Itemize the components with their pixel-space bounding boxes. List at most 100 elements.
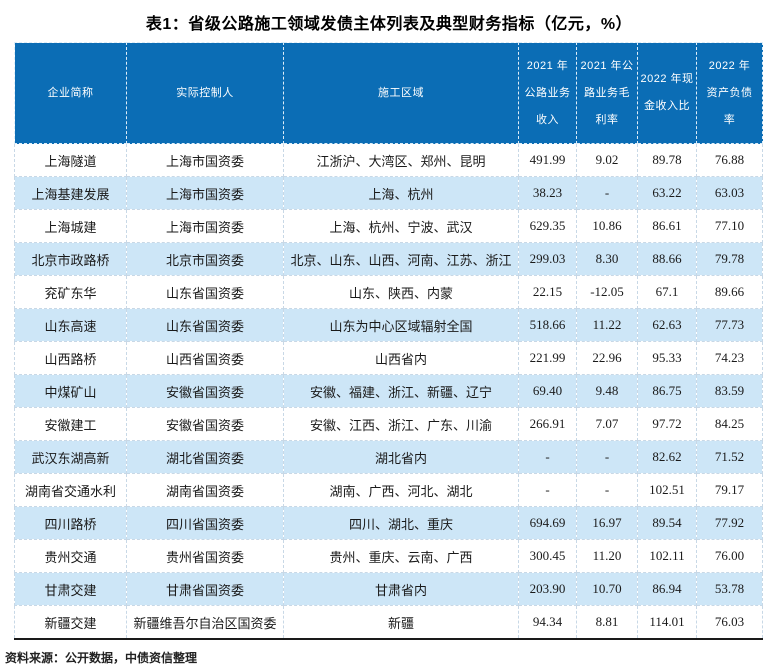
debt-ratio-2022-cell: 76.03: [696, 605, 763, 640]
header-region: 施工区域: [283, 42, 519, 144]
revenue-2021-cell: 94.34: [518, 605, 577, 640]
controller-cell: 新疆维吾尔自治区国资委: [126, 605, 284, 640]
region-cell: 山东为中心区域辐射全国: [283, 308, 519, 342]
controller-cell: 四川省国资委: [126, 506, 284, 540]
cash-income-ratio-2022-cell: 97.72: [637, 407, 697, 441]
debt-ratio-2022-cell: 84.25: [696, 407, 763, 441]
controller-cell: 北京市国资委: [126, 242, 284, 276]
region-cell: 新疆: [283, 605, 519, 640]
table-title: 表1：省级公路施工领域发债主体列表及典型财务指标（亿元，%）: [145, 16, 633, 33]
company-cell: 上海基建发展: [14, 176, 127, 210]
revenue-2021-cell: 38.23: [518, 176, 577, 210]
region-cell: 湖南、广西、河北、湖北: [283, 473, 519, 507]
debt-ratio-2022-cell: 89.66: [696, 275, 763, 309]
revenue-2021-cell: 300.45: [518, 539, 577, 573]
debt-ratio-2022-cell: 76.88: [696, 143, 763, 177]
gross-margin-2021-cell: 9.48: [576, 374, 638, 408]
revenue-2021-cell: -: [518, 473, 577, 507]
revenue-2021-cell: 22.15: [518, 275, 577, 309]
gross-margin-2021-cell: -: [576, 176, 638, 210]
source-note: 资料来源：公开数据，中债资信整理: [5, 651, 198, 665]
company-cell: 兖矿东华: [14, 275, 127, 309]
header-gross-margin-2021: 2021 年公 路业务毛 利率: [576, 42, 638, 144]
cash-income-ratio-2022-cell: 63.22: [637, 176, 697, 210]
revenue-2021-cell: 69.40: [518, 374, 577, 408]
table-row: 武汉东湖高新 湖北省国资委 湖北省内 - -82.62 71.52: [14, 440, 763, 474]
debt-ratio-2022-cell: 53.78: [696, 572, 763, 606]
gross-margin-2021-cell: 7.07: [576, 407, 638, 441]
cash-income-ratio-2022-cell: 89.54: [637, 506, 697, 540]
cash-income-ratio-2022-cell: 62.63: [637, 308, 697, 342]
company-cell: 甘肃交建: [14, 572, 127, 606]
gross-margin-2021-cell: 11.22: [576, 308, 638, 342]
revenue-2021-cell: 694.69: [518, 506, 577, 540]
cash-income-ratio-2022-cell: 88.66: [637, 242, 697, 276]
table-header: 企业简称 实际控制人 施工区域 2021 年 公路业务 收入 2021 年公 路…: [14, 42, 763, 144]
controller-cell: 山东省国资委: [126, 275, 284, 309]
debt-ratio-2022-cell: 76.00: [696, 539, 763, 573]
region-cell: 贵州、重庆、云南、广西: [283, 539, 519, 573]
controller-cell: 甘肃省国资委: [126, 572, 284, 606]
gross-margin-2021-cell: 8.30: [576, 242, 638, 276]
cash-income-ratio-2022-cell: 86.94: [637, 572, 697, 606]
region-cell: 上海、杭州、宁波、武汉: [283, 209, 519, 243]
table-row: 甘肃交建 甘肃省国资委 甘肃省内 203.90 10.70 86.94 53.78: [14, 572, 763, 606]
header-controller: 实际控制人: [126, 42, 284, 144]
cash-income-ratio-2022-cell: 95.33: [637, 341, 697, 375]
table-row: 湖南省交通水利 湖南省国资委 湖南、广西、河北、湖北 - -102.51 79.17: [14, 473, 763, 507]
company-cell: 安徽建工: [14, 407, 127, 441]
cash-income-ratio-2022-cell: 67.1: [637, 275, 697, 309]
header-debt-ratio-2022: 2022 年 资产负债 率: [696, 42, 763, 144]
header-revenue-2021: 2021 年 公路业务 收入: [518, 42, 577, 144]
table-row: 上海隧道 上海市国资委 江浙沪、大湾区、郑州、昆明 491.99 9.02 89.78 76…: [14, 143, 763, 177]
revenue-2021-cell: 518.66: [518, 308, 577, 342]
issuers-table: 企业简称 实际控制人 施工区域 2021 年 公路业务 收入 2021 年公 路…: [14, 42, 763, 640]
region-cell: 山东、陕西、内蒙: [283, 275, 519, 309]
company-cell: 上海城建: [14, 209, 127, 243]
controller-cell: 贵州省国资委: [126, 539, 284, 573]
controller-cell: 湖北省国资委: [126, 440, 284, 474]
company-cell: 北京市政路桥: [14, 242, 127, 276]
gross-margin-2021-cell: 22.96: [576, 341, 638, 375]
cash-income-ratio-2022-cell: 102.51: [637, 473, 697, 507]
controller-cell: 湖南省国资委: [126, 473, 284, 507]
revenue-2021-cell: 491.99: [518, 143, 577, 177]
gross-margin-2021-cell: 16.97: [576, 506, 638, 540]
gross-margin-2021-cell: 11.20: [576, 539, 638, 573]
revenue-2021-cell: 203.90: [518, 572, 577, 606]
cash-income-ratio-2022-cell: 82.62: [637, 440, 697, 474]
region-cell: 湖北省内: [283, 440, 519, 474]
controller-cell: 山东省国资委: [126, 308, 284, 342]
gross-margin-2021-cell: -: [576, 473, 638, 507]
cash-income-ratio-2022-cell: 86.61: [637, 209, 697, 243]
table-body: 上海隧道 上海市国资委 江浙沪、大湾区、郑州、昆明 491.99 9.02 89.78 76…: [14, 143, 763, 640]
header-row: 企业简称 实际控制人 施工区域 2021 年 公路业务 收入 2021 年公 路…: [14, 42, 763, 144]
controller-cell: 安徽省国资委: [126, 374, 284, 408]
company-cell: 新疆交建: [14, 605, 127, 640]
debt-ratio-2022-cell: 83.59: [696, 374, 763, 408]
table-row: 山西路桥 山西省国资委 山西省内 221.99 22.96 95.33 74.23: [14, 341, 763, 375]
revenue-2021-cell: 221.99: [518, 341, 577, 375]
table-row: 四川路桥 四川省国资委 四川、湖北、重庆 694.69 16.97 89.54 77.92: [14, 506, 763, 540]
table-row: 上海城建 上海市国资委 上海、杭州、宁波、武汉 629.35 10.86 86.61 77.…: [14, 209, 763, 243]
company-cell: 贵州交通: [14, 539, 127, 573]
debt-ratio-2022-cell: 77.73: [696, 308, 763, 342]
table-row: 上海基建发展 上海市国资委 上海、杭州 38.23-63.22 63.03: [14, 176, 763, 210]
table-row: 山东高速 山东省国资委 山东为中心区域辐射全国 518.66 11.22 62.63 77.…: [14, 308, 763, 342]
table-row: 新疆交建 新疆维吾尔自治区国资委 新疆 94.34 8.81 114.01 76.03: [14, 605, 763, 640]
table-row: 贵州交通 贵州省国资委 贵州、重庆、云南、广西 300.45 11.20 102.11 76…: [14, 539, 763, 573]
region-cell: 甘肃省内: [283, 572, 519, 606]
debt-ratio-2022-cell: 63.03: [696, 176, 763, 210]
debt-ratio-2022-cell: 77.10: [696, 209, 763, 243]
company-cell: 上海隧道: [14, 143, 127, 177]
table-row: 安徽建工 安徽省国资委 安徽、江西、浙江、广东、川渝 266.91 7.07 97.72 8…: [14, 407, 763, 441]
gross-margin-2021-cell: 10.86: [576, 209, 638, 243]
gross-margin-2021-cell: -12.05: [576, 275, 638, 309]
gross-margin-2021-cell: 9.02: [576, 143, 638, 177]
region-cell: 上海、杭州: [283, 176, 519, 210]
controller-cell: 山西省国资委: [126, 341, 284, 375]
cash-income-ratio-2022-cell: 102.11: [637, 539, 697, 573]
controller-cell: 安徽省国资委: [126, 407, 284, 441]
header-cash-income-ratio-2022: 2022 年现 金收入比: [637, 42, 697, 144]
table-row: 中煤矿山 安徽省国资委 安徽、福建、浙江、新疆、辽宁 69.40 9.48 86.75 83…: [14, 374, 763, 408]
